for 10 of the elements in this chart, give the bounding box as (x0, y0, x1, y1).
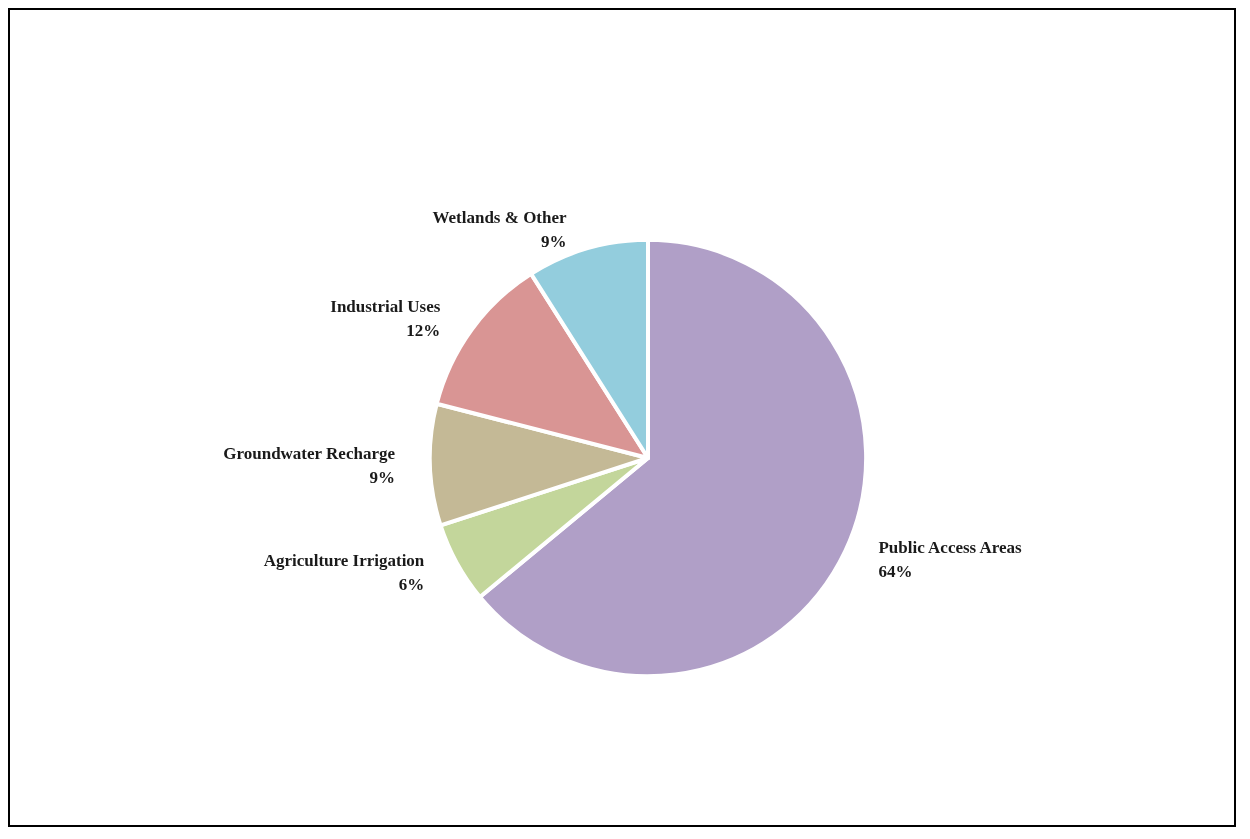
data-label: 6% (398, 575, 425, 595)
slice-label: Groundwater Recharge (223, 443, 396, 463)
slice-label: Wetlands & Other (432, 207, 568, 227)
slice-label: Industrial Uses (330, 296, 441, 316)
data-label: 12% (406, 320, 441, 340)
data-label: 9% (369, 467, 395, 487)
slice-label: Public Access Areas (878, 537, 1023, 557)
slice-label: Agriculture Irrigation (263, 551, 425, 571)
data-label: 64% (878, 561, 913, 581)
data-label: 9% (541, 231, 567, 251)
